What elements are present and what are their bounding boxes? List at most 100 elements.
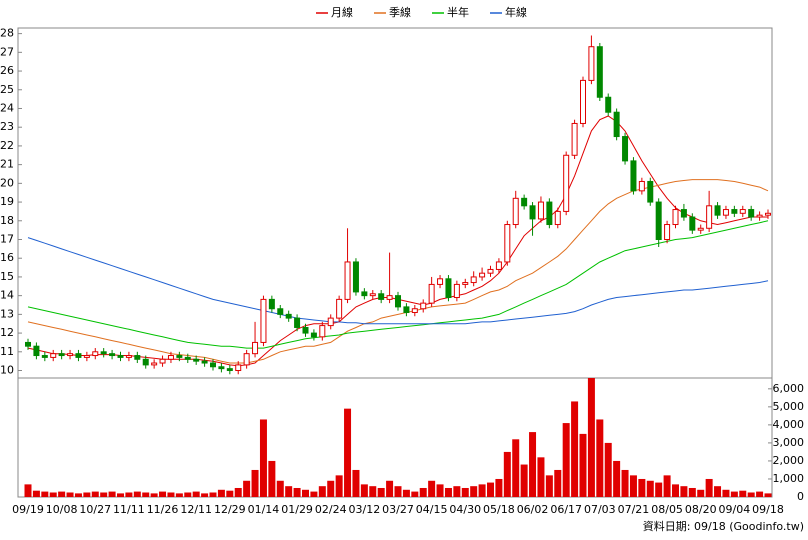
- candle-body: [319, 325, 326, 338]
- candle-body: [134, 355, 141, 360]
- candle-body: [75, 353, 82, 358]
- candle-body: [109, 353, 116, 357]
- candle-body: [664, 224, 671, 240]
- candle-body: [537, 201, 544, 220]
- volume-bar: [344, 408, 352, 497]
- candle-body: [563, 154, 570, 212]
- legend-label: 半年: [447, 5, 469, 19]
- volume-bar: [613, 460, 621, 497]
- candle-body: [294, 317, 301, 328]
- y-tick-label: 28: [0, 27, 14, 40]
- candle-body: [697, 227, 704, 231]
- candle-body: [420, 302, 427, 310]
- candle-body: [252, 341, 259, 355]
- volume-bar: [629, 475, 637, 497]
- volume-bar: [495, 478, 503, 497]
- volume-bar: [310, 491, 318, 497]
- volume-bar: [360, 484, 368, 497]
- candle-body: [100, 351, 107, 355]
- candle-body: [462, 282, 469, 285]
- volume-bar: [487, 482, 494, 497]
- candle-body: [638, 180, 645, 192]
- candle-body: [184, 356, 191, 360]
- x-tick-label: 01/14: [248, 503, 280, 516]
- x-tick-label: 06/17: [550, 503, 582, 516]
- x-tick-label: 03/12: [349, 503, 381, 516]
- volume-bar: [730, 491, 738, 497]
- x-tick-label: 09/04: [719, 503, 751, 516]
- candle-body: [411, 308, 418, 313]
- volume-bar: [66, 492, 74, 497]
- candle-body: [159, 358, 166, 364]
- y-tick-label: 14: [0, 289, 14, 302]
- y-tick-label: 22: [0, 139, 14, 152]
- x-tick-label: 09/18: [752, 503, 784, 516]
- volume-bar: [688, 487, 696, 497]
- volume-bar: [91, 491, 99, 497]
- volume-bar: [621, 469, 629, 497]
- x-tick-label: 01/29: [281, 503, 313, 516]
- volume-bar: [352, 469, 360, 497]
- candle-body: [529, 205, 536, 220]
- candle-body: [327, 317, 334, 327]
- y-tick-label: 21: [0, 158, 14, 171]
- candle-body: [277, 308, 284, 315]
- y-tick-label: 19: [0, 195, 14, 208]
- y-tick-label: 2,000: [773, 454, 805, 467]
- candle-body: [176, 355, 183, 358]
- x-tick-label: 02/24: [315, 503, 347, 516]
- y-tick-label: 5,000: [773, 400, 805, 413]
- y-tick-label: 4,000: [773, 418, 805, 431]
- candle-body: [647, 180, 654, 203]
- volume-bar: [529, 432, 537, 497]
- candle-body: [142, 358, 149, 366]
- volume-bar: [259, 419, 267, 497]
- y-tick-label: 26: [0, 64, 14, 77]
- y-tick-label: 10: [0, 364, 14, 377]
- volume-bar: [478, 484, 486, 497]
- volume-bar: [655, 482, 663, 497]
- volume-bar: [764, 493, 772, 497]
- volume-bar: [697, 489, 705, 497]
- volume-bar: [545, 475, 553, 497]
- x-tick-label: 05/18: [483, 503, 515, 516]
- volume-bar: [150, 493, 158, 497]
- y-tick-label: 18: [0, 214, 14, 227]
- volume-bar: [554, 469, 562, 497]
- x-tick-label: 07/03: [584, 503, 616, 516]
- volume-bar: [461, 487, 469, 497]
- candle-body: [605, 96, 612, 113]
- x-tick-label: 04/15: [416, 503, 448, 516]
- volume-bar: [58, 491, 66, 497]
- volume-bar: [722, 489, 730, 497]
- footer: 資料日期: 09/18 (Goodinfo.tw): [643, 519, 804, 533]
- volume-bar: [184, 492, 192, 497]
- volume-bar: [444, 487, 452, 497]
- candle-body: [167, 355, 174, 360]
- y-tick-label: 0: [797, 490, 804, 503]
- volume-bar: [100, 492, 108, 497]
- x-tick-label: 03/27: [382, 503, 414, 516]
- volume-bar: [285, 486, 293, 497]
- x-tick-label: 08/05: [651, 503, 683, 516]
- candle-body: [596, 46, 603, 98]
- volume-bar: [604, 442, 612, 497]
- candle-body: [218, 366, 225, 370]
- candle-body: [361, 291, 368, 297]
- volume-bar: [175, 493, 183, 497]
- candle-body: [403, 306, 410, 313]
- candle-body: [193, 358, 200, 362]
- candle-body: [630, 160, 637, 192]
- candle-body: [58, 353, 65, 357]
- volume-bar: [402, 489, 410, 497]
- candle-body: [571, 122, 578, 156]
- volume-bar: [24, 484, 32, 497]
- candle-body: [285, 313, 292, 319]
- candle-body: [302, 326, 309, 334]
- y-tick-label: 11: [0, 345, 14, 358]
- volume-bar: [251, 469, 259, 497]
- candle-body: [588, 46, 595, 81]
- volume-bar: [428, 480, 436, 497]
- volume-bar: [638, 478, 646, 497]
- candle-body: [33, 345, 40, 357]
